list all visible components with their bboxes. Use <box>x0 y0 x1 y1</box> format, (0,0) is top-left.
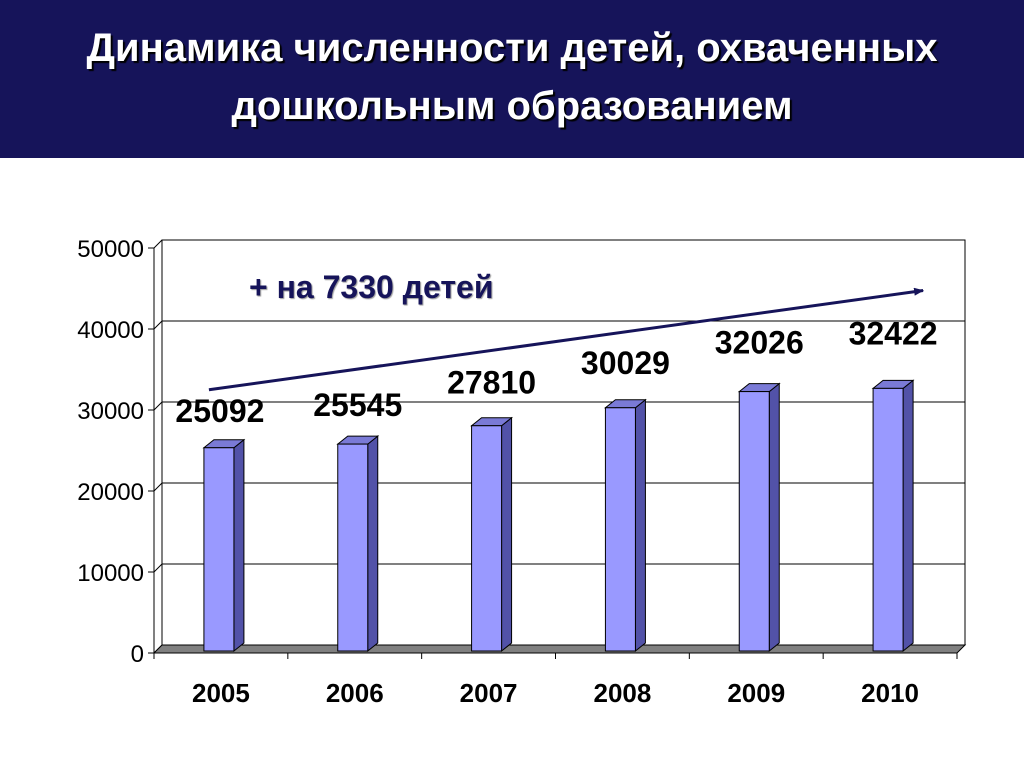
y-tick-label: 10000 <box>77 560 144 587</box>
trend-arrow <box>208 287 925 392</box>
y-tick-label: 40000 <box>77 317 144 344</box>
side-gridline-40000 <box>153 320 163 330</box>
slide-title: Динамика численности детей, охваченных д… <box>86 26 938 128</box>
side-gridline-20000 <box>153 482 163 492</box>
x-tick-label-2008: 2008 <box>593 678 651 708</box>
bar-2005 <box>202 438 246 653</box>
bars <box>202 379 915 653</box>
plot-back-wall <box>161 239 966 646</box>
data-label-2009: 32026 <box>715 325 804 361</box>
bar-side <box>501 416 513 653</box>
y-tick-label: 0 <box>131 641 144 668</box>
x-tick-label-2005: 2005 <box>192 678 250 708</box>
bar-side <box>768 382 780 653</box>
x-tick-label-2009: 2009 <box>727 678 785 708</box>
y-tick-label: 50000 <box>77 236 144 263</box>
x-tick-label-2006: 2006 <box>326 678 384 708</box>
data-label-2005: 25092 <box>175 393 264 429</box>
plot-background <box>161 239 966 646</box>
data-label-2007: 27810 <box>447 365 536 401</box>
annotation-text: + на 7330 детей <box>249 269 494 305</box>
data-label-2010: 32422 <box>849 315 938 351</box>
bar-front <box>604 407 636 652</box>
slide-header: Динамика численности детей, охваченных д… <box>0 0 1024 158</box>
data-label-2008: 30029 <box>581 345 670 381</box>
axes: 0 10000 20000 30000 40000 50000 <box>77 236 967 668</box>
y-tick-label: 30000 <box>77 398 144 425</box>
bar-side <box>902 379 914 653</box>
bar-front <box>738 391 770 652</box>
y-tick-label: 20000 <box>77 479 144 506</box>
bar-side <box>233 438 245 653</box>
chart-floor <box>152 644 967 654</box>
bar-side <box>367 435 379 653</box>
annotation: + на 7330 детей <box>208 269 925 392</box>
data-labels: 25092 25545 27810 30029 32026 32422 2005 2006 20… <box>175 315 937 708</box>
side-gridline-50000 <box>153 239 163 249</box>
chart-area: 0 10000 20000 30000 40000 50000 25092 25545 278… <box>0 158 1024 768</box>
bar-2007 <box>470 416 514 653</box>
side-gridline-30000 <box>153 401 163 411</box>
bar-front <box>337 443 369 652</box>
bar-front <box>872 387 904 652</box>
bar-front <box>203 447 235 652</box>
bar-2009 <box>737 382 781 653</box>
bar-2006 <box>336 435 380 653</box>
x-tick-label-2010: 2010 <box>861 678 919 708</box>
bar-2008 <box>603 398 647 653</box>
data-label-2006: 25545 <box>313 387 402 423</box>
bar-front <box>471 425 503 652</box>
bar-2010 <box>871 379 915 653</box>
bar-side <box>634 398 646 653</box>
bar-chart: 0 10000 20000 30000 40000 50000 25092 25545 278… <box>77 236 967 708</box>
x-tick-label-2007: 2007 <box>460 678 518 708</box>
side-gridline-10000 <box>153 563 163 573</box>
